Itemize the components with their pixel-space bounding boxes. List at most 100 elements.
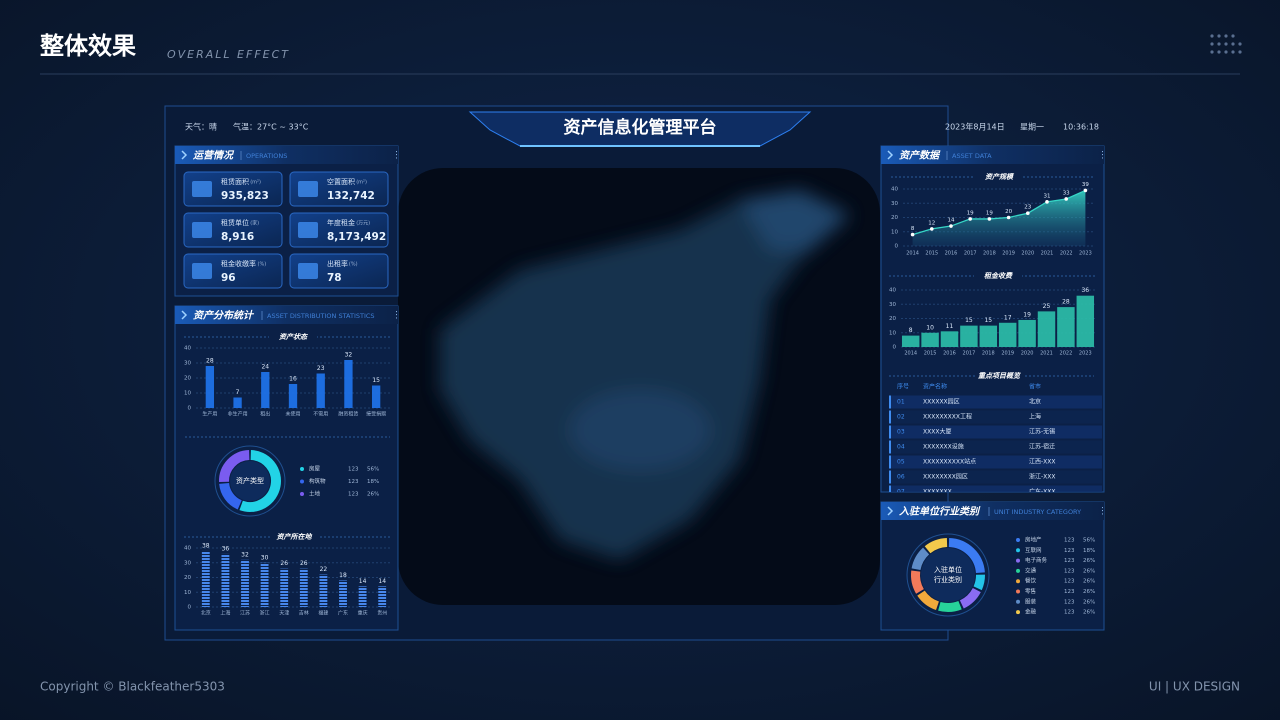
data-label: 28 [1062,299,1070,306]
y-tick-label: 0 [895,244,899,250]
bar [201,550,210,607]
y-tick-label: 20 [891,215,898,221]
chevron-icon [181,310,188,320]
chevron-icon [887,150,894,160]
donut-center-label: 入驻单位 [934,565,962,574]
legend-count: 123 [1064,589,1075,595]
legend-label: 房屋 [309,465,321,473]
x-tick-label: 2023 [1079,251,1092,257]
kpi-icon [298,263,318,279]
y-tick-label: 20 [889,316,896,322]
y-tick-label: 10 [184,391,191,397]
legend-count: 123 [348,479,359,485]
bar [280,568,289,607]
table-header: 省市 [1029,383,1041,391]
kpi-value: 8,173,492 [327,231,386,243]
legend-count: 123 [1064,558,1075,564]
x-tick-label: 2016 [945,251,958,257]
legend-count: 123 [1064,599,1075,605]
legend-dot [1016,599,1020,604]
x-tick-label: 2018 [982,351,995,357]
x-tick-label: 2014 [904,351,917,357]
data-label: 26 [300,560,308,567]
menu-icon: ⋮ [392,311,401,321]
y-tick-label: 40 [891,187,898,193]
dots-icon [1210,34,1242,54]
legend-value: 26% [1083,558,1095,564]
x-tick-label: 重庆 [358,610,368,617]
bar [339,580,347,607]
chevron-icon [887,506,894,516]
legend-count: 123 [348,467,359,473]
point [910,232,915,237]
chart-title: 资产所在地 [277,532,313,541]
x-tick-label: 接受捐赠 [366,411,386,418]
legend-label: 零售 [1025,587,1036,595]
table-cell: 07 [897,489,905,496]
panel-header [175,306,398,324]
x-tick-label: 天津 [279,610,289,617]
table-cell: 04 [897,444,905,451]
legend-count: 123 [1064,610,1075,616]
row-marker [889,440,891,454]
data-label: 15 [984,317,992,324]
table-cell: 江苏-无锡 [1029,428,1055,436]
chart-title-bg [270,532,318,542]
legend-label: 房地产 [1025,536,1042,544]
panel-title: 资产分布统计 [193,310,255,322]
data-label: 23 [1024,205,1031,211]
table-cell: XXXXXXXXXX站点 [923,458,976,466]
x-tick-label: 2019 [1002,251,1015,257]
donut-center-label: 资产类型 [236,476,264,485]
row-marker [889,485,891,492]
bar [901,335,920,347]
legend-label: 交通 [1025,566,1037,574]
legend-count: 123 [1064,548,1075,554]
legend-label: 土地 [309,490,321,498]
legend-count: 123 [1064,568,1075,574]
bar [921,332,939,347]
line [912,189,1086,236]
data-label: 15 [965,317,973,324]
data-label: 23 [317,365,325,372]
donut-center-label: 行业类别 [934,575,962,584]
table-row [889,395,1102,409]
table-row [889,470,1102,484]
row-marker [889,395,891,409]
row-marker [889,410,891,424]
legend-label: 金融 [1025,608,1037,616]
kpi-value: 78 [327,272,342,284]
y-tick-label: 0 [188,605,192,611]
data-label: 38 [202,542,210,549]
x-tick-label: 北京 [201,610,211,617]
y-tick-label: 10 [889,330,896,336]
bar [1057,307,1075,347]
x-tick-label: 浙江 [260,610,270,617]
x-tick-label: 2014 [906,251,919,257]
page-title: 整体效果 [40,32,136,60]
data-label: 8 [909,327,913,334]
table-cell: XXXXXXXX园区 [923,474,968,481]
donut-segment [911,547,930,571]
weather: 天气：晴 [185,122,217,132]
legend-value: 26% [1083,579,1095,585]
data-label: 18 [339,572,347,579]
x-tick-label: 生产用 [202,411,217,418]
legend-label: 服装 [1025,597,1037,605]
legend-label: 餐饮 [1025,577,1037,585]
kpi-card [289,212,389,248]
table-cell: 02 [897,414,905,421]
bar [1076,295,1095,347]
kpi-card [183,171,283,207]
legend-value: 18% [1083,548,1095,554]
x-tick-label: 2019 [1001,351,1014,357]
x-tick-label: 2016 [943,351,956,357]
legend-label: 电子商务 [1025,556,1048,564]
x-tick-label: 不需用 [313,412,328,418]
bar [205,366,215,408]
x-tick-label: 2021 [1041,251,1054,257]
panel-header [175,146,398,164]
table-cell: 浙江-XXX [1029,473,1056,481]
